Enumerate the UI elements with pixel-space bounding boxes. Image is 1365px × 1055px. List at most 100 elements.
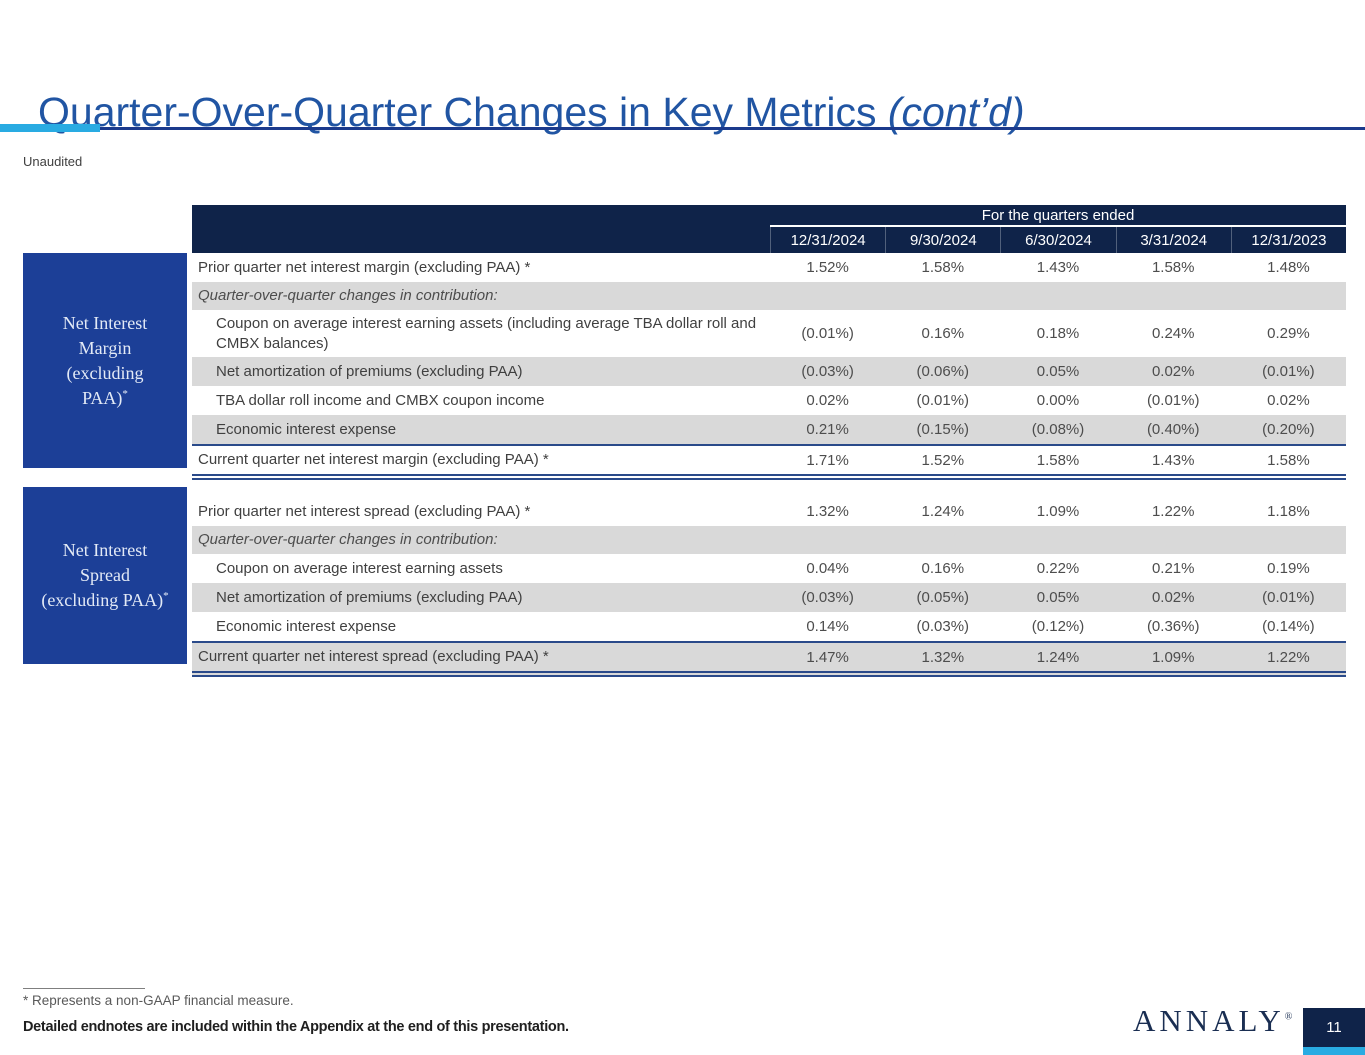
table-row: Economic interest expense 0.21% (0.15%) (0.… [192, 415, 1346, 444]
cell-value: (0.03%) [801, 589, 854, 606]
side-label-text: Net Interest Margin (excluding PAA)* [62, 312, 148, 408]
cell-value: 1.48% [1267, 259, 1310, 276]
cell-value: 0.05% [1036, 363, 1080, 380]
side-label-text: Net Interest Spread (excluding PAA)* [41, 540, 169, 610]
column-header: 12/31/2023 [1230, 227, 1346, 253]
cell-value: 0.22% [1036, 560, 1080, 577]
table-row: Current quarter net interest spread (exc… [192, 641, 1346, 677]
footnote-asterisk: * [122, 387, 128, 400]
cell-value: 1.52% [806, 259, 849, 276]
cell-value: 1.24% [921, 503, 965, 520]
cell-value: 1.22% [1267, 648, 1310, 666]
table-section: Prior quarter net interest spread (exclu… [192, 497, 1346, 677]
cell-value: (0.03%) [916, 618, 970, 635]
page-number: 11 [1326, 1019, 1342, 1036]
endnotes-footnote: Detailed endnotes are included within th… [23, 1019, 569, 1035]
unaudited-label: Unaudited [23, 154, 83, 169]
row-label: Current quarter net interest spread (exc… [198, 648, 549, 666]
cell-value: 1.43% [1151, 451, 1195, 469]
column-header: 12/31/2024 [770, 227, 885, 253]
cell-value: 0.19% [1267, 560, 1310, 577]
annaly-logo: ANNALY® [1133, 1003, 1292, 1039]
cell-value: 0.18% [1036, 325, 1080, 342]
table-row: Coupon on average interest earning asset… [192, 310, 1346, 357]
non-gaap-footnote: * Represents a non-GAAP financial measur… [23, 993, 294, 1008]
row-label: Current quarter net interest margin (exc… [198, 451, 549, 469]
cell-value: 0.02% [806, 392, 849, 409]
table-row: Net amortization of premiums (excluding … [192, 583, 1346, 612]
cell-value: (0.20%) [1262, 421, 1315, 438]
table-section: Prior quarter net interest margin (exclu… [192, 253, 1346, 480]
cell-value: (0.15%) [916, 421, 970, 438]
cell-value: 0.02% [1151, 589, 1195, 606]
row-label: Quarter-over-quarter changes in contribu… [198, 531, 498, 549]
table-header-group-row: For the quarters ended [192, 205, 1346, 227]
cell-value: 1.22% [1151, 503, 1195, 520]
column-header: 3/31/2024 [1115, 227, 1231, 253]
annaly-logo-text: ANNALY [1133, 1003, 1285, 1038]
footnote-asterisk: * [163, 590, 169, 602]
cell-value: 0.02% [1151, 363, 1195, 380]
cell-value: (0.01%) [1146, 392, 1200, 409]
cell-value: (0.03%) [801, 363, 854, 380]
quarters-ended-header: For the quarters ended [770, 205, 1346, 227]
row-label: Prior quarter net interest spread (exclu… [198, 502, 531, 520]
column-header: 6/30/2024 [1000, 227, 1115, 253]
row-label: Economic interest expense [216, 420, 397, 438]
cell-value: 1.58% [1267, 451, 1310, 469]
side-label-net-interest-spread: Net Interest Spread (excluding PAA)* [23, 487, 187, 664]
cell-value: 1.47% [806, 648, 849, 666]
cell-value: 1.52% [921, 451, 965, 469]
table-row: Net amortization of premiums (excluding … [192, 357, 1346, 386]
cell-value: 1.32% [921, 648, 965, 666]
table-row: Quarter-over-quarter changes in contribu… [192, 526, 1346, 554]
cell-value: 0.21% [806, 421, 849, 438]
page-number-accent-strip [1303, 1047, 1365, 1055]
cell-value: (0.08%) [1031, 421, 1085, 438]
cell-value: (0.40%) [1146, 421, 1200, 438]
cell-value: 1.58% [921, 259, 965, 276]
table-row: Current quarter net interest margin (exc… [192, 444, 1346, 480]
row-label: Coupon on average interest earning asset… [216, 559, 503, 577]
row-label: Net amortization of premiums (excluding … [216, 362, 523, 380]
table-row: Prior quarter net interest margin (exclu… [192, 253, 1346, 282]
cell-value: 1.71% [806, 451, 849, 469]
side-label-net-interest-margin: Net Interest Margin (excluding PAA)* [23, 253, 187, 468]
cell-value: 0.04% [806, 560, 849, 577]
table-row: TBA dollar roll income and CMBX coupon i… [192, 386, 1346, 415]
cell-value: 0.02% [1267, 392, 1310, 409]
cell-value: 1.58% [1151, 259, 1195, 276]
cell-value: 0.14% [806, 618, 849, 635]
cell-value: 0.16% [921, 560, 965, 577]
cell-value: 0.29% [1267, 325, 1310, 342]
table-row: Coupon on average interest earning asset… [192, 554, 1346, 583]
row-label: Quarter-over-quarter changes in contribu… [198, 287, 498, 305]
table-row: Economic interest expense 0.14% (0.03%) (0.… [192, 612, 1346, 641]
cell-value: (0.14%) [1262, 618, 1315, 635]
footnote-divider [23, 988, 145, 989]
cell-value: (0.01%) [801, 325, 854, 342]
cell-value: 0.24% [1151, 325, 1195, 342]
row-label: Economic interest expense [216, 617, 397, 635]
table-header: For the quarters ended 12/31/2024 9/30/20… [192, 205, 1346, 253]
cell-value: 0.16% [921, 325, 965, 342]
row-label: Net amortization of premiums (excluding … [216, 588, 523, 606]
cell-value: (0.12%) [1031, 618, 1085, 635]
header-label-spacer [192, 205, 770, 227]
title-rule [100, 127, 1365, 130]
cell-value: (0.36%) [1146, 618, 1200, 635]
cell-value: 1.09% [1036, 503, 1080, 520]
cell-value: (0.05%) [916, 589, 970, 606]
registered-mark-icon: ® [1284, 1011, 1293, 1023]
cell-value: 1.18% [1267, 503, 1310, 520]
page-number-badge: 11 [1303, 1008, 1365, 1047]
column-header: 9/30/2024 [885, 227, 1000, 253]
row-label: Prior quarter net interest margin (exclu… [198, 258, 531, 276]
table-body: Prior quarter net interest margin (exclu… [192, 253, 1346, 677]
cell-value: 1.24% [1036, 648, 1080, 666]
row-label: Coupon on average interest earning asset… [216, 315, 757, 352]
cell-value: 0.00% [1036, 392, 1080, 409]
cell-value: (0.01%) [1262, 589, 1315, 606]
cell-value: 0.05% [1036, 589, 1080, 606]
header-label-spacer [192, 227, 770, 253]
